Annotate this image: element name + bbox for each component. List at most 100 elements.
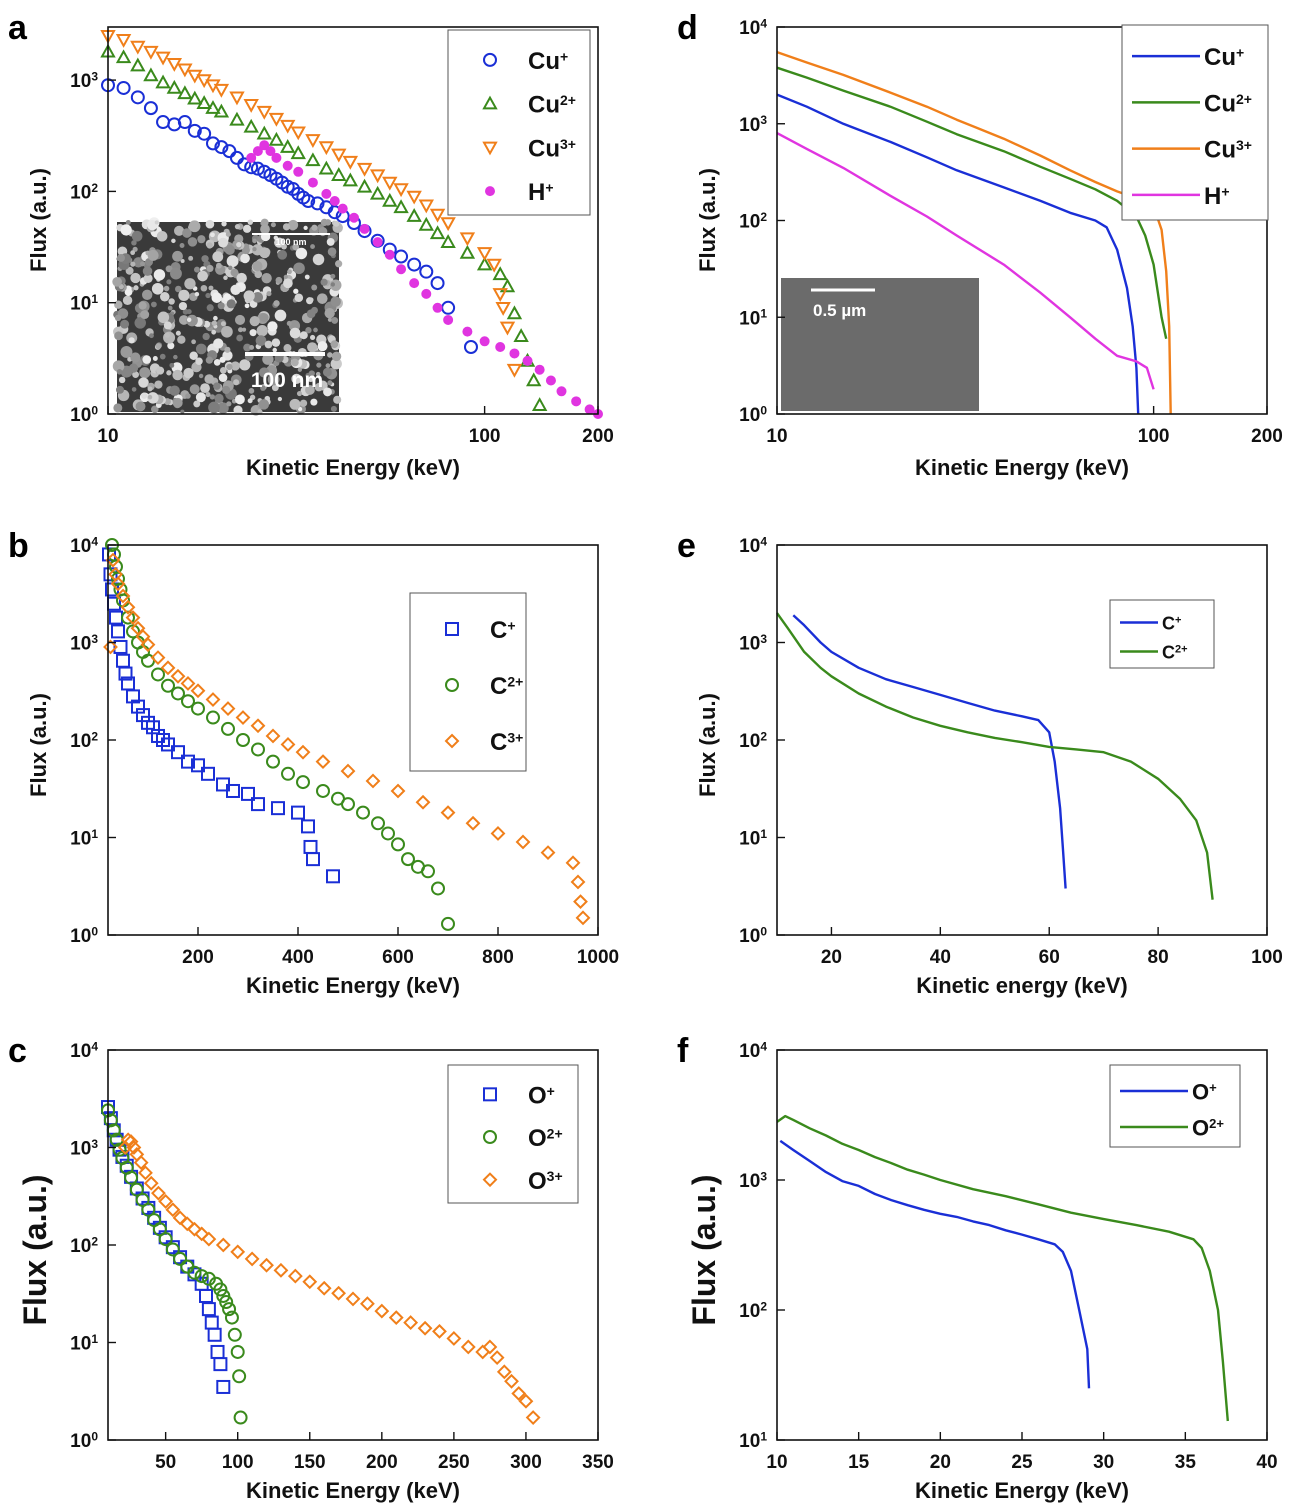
data-point (515, 834, 531, 850)
data-point (171, 686, 185, 701)
scale-bar-label: 0.5 µm (813, 301, 866, 320)
data-point (440, 805, 456, 821)
grain (327, 317, 333, 322)
grain (211, 329, 217, 335)
grain (217, 302, 225, 310)
grain (140, 261, 145, 267)
x-axis-label: Kinetic Energy (keV) (915, 455, 1129, 480)
x-tick-label: 250 (438, 1452, 470, 1473)
data-point (265, 728, 281, 744)
data-point (110, 576, 126, 592)
data-point (179, 1216, 195, 1232)
grain (163, 321, 172, 330)
y-tick-label: 101 (739, 307, 767, 330)
grain (335, 260, 343, 268)
grain (186, 317, 192, 323)
data-point (213, 1357, 228, 1372)
grain (213, 359, 221, 366)
data-point (213, 1282, 228, 1297)
grain (310, 334, 316, 341)
data-point (112, 1142, 127, 1157)
x-tick-label: 20 (821, 947, 842, 968)
series-O3plus (117, 1132, 541, 1425)
legend-entry: Cu3+ (1132, 137, 1252, 164)
grain (249, 344, 255, 350)
grain (189, 384, 200, 395)
data-point (102, 547, 116, 562)
legend-entry: Cu2+ (1132, 90, 1252, 117)
grain (320, 218, 329, 227)
grain (234, 394, 245, 405)
grain (252, 238, 257, 244)
grain (333, 220, 340, 227)
grain (296, 390, 303, 397)
data-point (573, 894, 588, 910)
y-tick-label: 101 (739, 1429, 767, 1452)
grain (330, 282, 336, 287)
data-point (191, 701, 205, 716)
x-tick-label: 10 (97, 426, 118, 447)
grain (312, 253, 325, 266)
data-point (143, 45, 159, 60)
data-point (199, 1288, 213, 1303)
data-point (369, 185, 386, 200)
y-tick-label: 101 (70, 827, 98, 850)
y-tick-label: 102 (70, 729, 98, 752)
panel-label: e (677, 527, 696, 565)
data-point (171, 745, 185, 760)
grain (288, 219, 299, 231)
grain (273, 235, 279, 241)
series-C2plus (776, 612, 1214, 900)
grain (256, 325, 268, 337)
grain (130, 250, 136, 256)
grain (150, 301, 157, 308)
y-axis-label: Flux (a.u.) (26, 693, 51, 797)
data-point (177, 85, 193, 100)
grain (258, 399, 270, 410)
data-point (365, 773, 381, 789)
series-line (776, 50, 1172, 415)
grain (211, 292, 223, 303)
x-tick-label: 200 (582, 426, 614, 447)
x-tick-label: 50 (155, 1452, 176, 1473)
panel-c: c 50 100 150 200 250 300 350 100 101 102 103 104 Kine… (8, 1032, 614, 1503)
grain (167, 305, 173, 311)
data-point (156, 115, 171, 130)
grain (222, 385, 231, 395)
series-line (776, 132, 1155, 390)
legend-label: O3+ (528, 1168, 563, 1195)
grain (114, 314, 122, 322)
x-tick-label: 10 (766, 426, 787, 447)
y-tick-label: 104 (70, 534, 98, 557)
y-tick-label: 102 (739, 210, 767, 233)
grain (163, 285, 170, 292)
data-point (441, 916, 455, 931)
data-point (140, 637, 156, 653)
legend-label: O2+ (1192, 1115, 1224, 1140)
data-point (444, 733, 460, 749)
y-tick-label: 100 (70, 403, 98, 426)
series-Oplus (779, 1139, 1091, 1389)
grain (308, 297, 314, 303)
legend-label: O+ (1192, 1079, 1217, 1104)
grain (194, 291, 200, 297)
x-tick-label: 60 (1039, 947, 1060, 968)
series-line (792, 614, 1067, 889)
y-axis-label: Flux (a.u.) (17, 1174, 53, 1325)
grain (182, 228, 192, 238)
grain (130, 261, 136, 267)
data-point (305, 134, 321, 148)
grain (310, 398, 318, 406)
legend-label: H+ (1204, 183, 1230, 210)
x-tick-label: 1000 (577, 947, 619, 968)
grain (120, 319, 130, 329)
y-tick-label: 103 (739, 113, 767, 136)
data-point (419, 264, 434, 279)
data-point (356, 178, 373, 193)
data-point (205, 100, 221, 114)
x-axis-label: Kinetic Energy (keV) (915, 1478, 1129, 1503)
grain (154, 220, 159, 225)
series-Cplus (102, 547, 340, 884)
data-point (303, 839, 318, 854)
data-point (302, 1274, 318, 1290)
